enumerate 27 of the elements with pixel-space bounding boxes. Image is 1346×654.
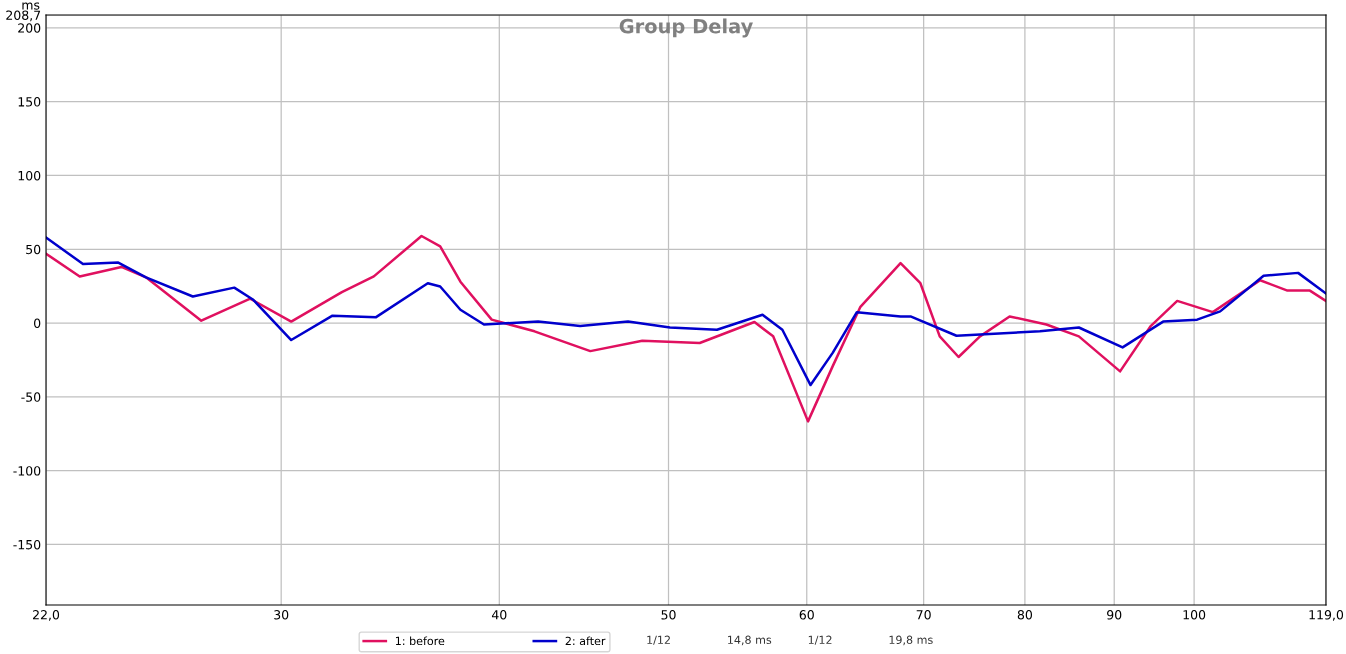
x-tick-label: 22,0 bbox=[33, 610, 60, 621]
chart-title: Group Delay bbox=[619, 18, 753, 38]
y-tick-label: -100 bbox=[13, 466, 41, 476]
x-tick-label: 30 bbox=[274, 610, 289, 620]
x-tick-label: 70 bbox=[916, 610, 931, 620]
text: 14,8 ms bbox=[728, 635, 772, 646]
y-tick-label: 150 bbox=[18, 97, 41, 107]
y-tick-label: 0 bbox=[34, 318, 41, 328]
x-tick-label: 60 bbox=[799, 610, 814, 620]
y-tick-label: -150 bbox=[13, 539, 41, 550]
x-tick-label: 50 bbox=[661, 610, 676, 620]
x-tick-label: 80 bbox=[1017, 610, 1033, 620]
text: 1/12 bbox=[808, 635, 832, 645]
y-tick-label: 200 bbox=[18, 23, 41, 33]
text: 19,8 ms bbox=[889, 635, 933, 646]
x-tick-label: 40 bbox=[491, 610, 507, 620]
x-tick-label: 100 bbox=[1183, 610, 1206, 620]
text: 1/12 bbox=[647, 635, 670, 645]
x-tick-label: 90 bbox=[1107, 610, 1122, 620]
y-tick-label: 50 bbox=[26, 244, 41, 255]
legend-label: 1: before bbox=[395, 636, 445, 646]
x-tick-label: 119,0 bbox=[1309, 610, 1344, 621]
y-tick-label: 208,7 bbox=[6, 10, 41, 22]
y-tick-label: -50 bbox=[21, 392, 41, 402]
y-axis-title: ms bbox=[22, 2, 40, 10]
legend-label: 2: after bbox=[565, 636, 606, 646]
y-tick-label: 100 bbox=[18, 170, 41, 181]
